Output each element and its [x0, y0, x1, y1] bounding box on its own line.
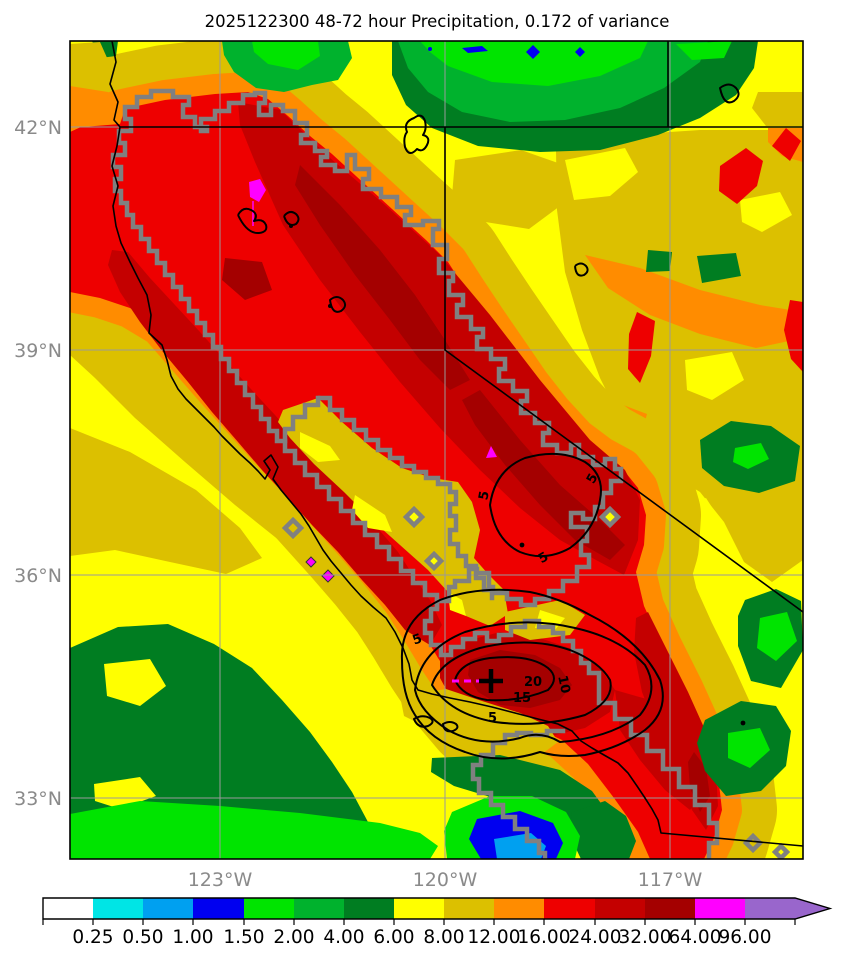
central-valley-channel — [278, 398, 585, 640]
contour-label: 5 — [488, 711, 497, 726]
colorbar-level: 2.00 — [273, 927, 314, 948]
lon-tick: 123°W — [188, 869, 253, 891]
lat-tick: 39°N — [14, 340, 62, 362]
figure-title: 2025122300 48-72 hour Precipitation, 0.1… — [205, 12, 670, 31]
coastline-and-borders — [109, 41, 803, 847]
colorbar-segment — [444, 898, 494, 919]
colorbar-level: 4.00 — [323, 927, 364, 948]
colorbar-segment — [745, 898, 795, 919]
colorbar-level: 24.00 — [569, 927, 622, 948]
map-frame — [69, 40, 804, 860]
colorbar-level: 0.50 — [122, 927, 163, 948]
colorbar-segment — [143, 898, 193, 919]
colorbar-segment — [43, 898, 93, 919]
lat-tick: 33°N — [14, 788, 62, 810]
colorbar-level: 0.25 — [72, 927, 113, 948]
latitude-tick-labels: 42°N 39°N 36°N 33°N — [14, 117, 62, 810]
longitude-tick-labels: 123°W 120°W 117°W — [188, 869, 703, 891]
nevada-border — [444, 127, 803, 613]
contour-label: 5 — [476, 490, 492, 502]
magenta-extreme-spots — [249, 179, 497, 583]
east-red-blobs — [628, 128, 803, 493]
colorbar-outline — [42, 897, 833, 920]
blue-specks — [428, 45, 585, 59]
center-cross-marker — [479, 669, 503, 693]
colorbar-level: 8.00 — [423, 927, 464, 948]
colorbar-level: 6.00 — [373, 927, 414, 948]
lat-tick: 36°N — [14, 565, 62, 587]
colorbar-labels: 0.25 0.50 1.00 1.50 2.00 4.00 6.00 8.00 … — [72, 927, 771, 948]
lat-tick: 42°N — [14, 117, 62, 139]
colorbar-level: 32.00 — [619, 927, 672, 948]
colorbar-segment — [93, 898, 143, 919]
colorbar-segment — [544, 898, 595, 919]
california-coastline — [109, 41, 803, 847]
colorbar-segment — [244, 898, 294, 919]
variance-pattern-contours — [237, 83, 746, 760]
colorbar-segment — [294, 898, 344, 919]
colorbar-segment — [645, 898, 695, 919]
contour-label: 20 — [524, 675, 542, 690]
lon-tick: 120°W — [413, 869, 478, 891]
object-boundary-contour — [110, 88, 791, 859]
colorbar-segment — [193, 898, 244, 919]
lon-tick: 117°W — [638, 869, 703, 891]
contour-label: 10 — [554, 674, 572, 695]
colorbar: 0.25 0.50 1.00 1.50 2.00 4.00 6.00 8.00 … — [42, 897, 833, 948]
colorbar-segment — [394, 898, 444, 919]
colorbar-ticks — [42, 919, 796, 925]
colorbar-segment — [595, 898, 645, 919]
colorbar-level: 96.00 — [719, 927, 772, 948]
colorbar-level: 16.00 — [518, 927, 571, 948]
colorbar-segment — [695, 898, 745, 919]
precipitation-filled-contours: 5 10 15 20 5 5 5 5 — [70, 41, 803, 859]
dark-red-cores — [108, 102, 718, 830]
north-green-masses — [70, 41, 803, 152]
colorbar-segment — [494, 898, 544, 919]
contour-label: 15 — [513, 691, 531, 706]
colorbar-level: 1.50 — [223, 927, 264, 948]
colorbar-segment — [344, 898, 394, 919]
colorbar-level: 12.00 — [468, 927, 521, 948]
colorbar-arrow — [795, 898, 830, 919]
colorbar-level: 1.00 — [172, 927, 213, 948]
colorbar-level: 64.00 — [669, 927, 722, 948]
